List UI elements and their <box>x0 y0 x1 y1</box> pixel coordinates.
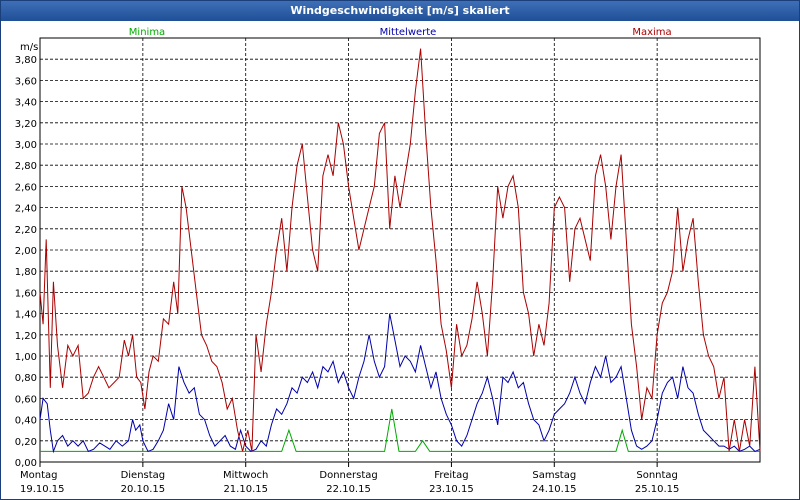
y-tick-label: 1,80 <box>15 267 37 278</box>
grid-lines <box>39 37 761 463</box>
legend: Minima Mittelwerte Maxima <box>129 27 672 38</box>
window-title: Windgeschwindigkeit [m/s] skaliert <box>1 1 799 21</box>
legend-minima: Minima <box>129 27 165 38</box>
x-tick-date: 25.10.15 <box>635 484 680 495</box>
x-tick-date: 20.10.15 <box>121 484 166 495</box>
x-axis-ticks: Montag 19.10.15 Dienstag 20.10.15 Mittwoch 21… <box>20 462 679 495</box>
series-line-maxima <box>39 48 761 452</box>
series-line-minima <box>40 408 760 452</box>
x-tick-date: 22.10.15 <box>326 484 371 495</box>
y-tick-label: 0,80 <box>15 373 37 384</box>
y-tick-label: 2,20 <box>15 225 37 236</box>
y-tick-label: 3,60 <box>15 76 37 87</box>
x-tick-day: Dienstag <box>121 470 166 481</box>
x-tick-date: 19.10.15 <box>20 484 65 495</box>
x-tick-day: Freitag <box>434 470 468 481</box>
y-tick-label: 3,40 <box>15 98 37 109</box>
y-tick-label: 1,60 <box>15 288 37 299</box>
x-tick-day: Sonntag <box>636 470 678 481</box>
y-tick-label: 2,40 <box>15 204 37 215</box>
y-tick-label: 1,00 <box>15 352 37 363</box>
x-tick-day: Mittwoch <box>223 470 268 481</box>
y-tick-label: 3,00 <box>15 140 37 151</box>
y-tick-label: 0,20 <box>15 437 37 448</box>
legend-maxima: Maxima <box>632 27 671 38</box>
y-tick-label: 2,60 <box>15 182 37 193</box>
y-tick-label: 0,00 <box>15 458 37 469</box>
x-tick-day: Samstag <box>532 470 576 481</box>
x-tick-date: 21.10.15 <box>223 484 268 495</box>
y-axis-ticks: 0,00 0,20 0,40 0,60 0,80 1,00 1,20 1,40 1,60 1,80… <box>15 55 37 469</box>
x-tick-day: Donnerstag <box>319 470 377 481</box>
y-tick-label: 0,60 <box>15 394 37 405</box>
y-tick-label: 0,40 <box>15 416 37 427</box>
y-tick-label: 1,20 <box>15 331 37 342</box>
series-line-mittelwerte <box>39 313 761 454</box>
y-tick-label: 3,20 <box>15 119 37 130</box>
y-tick-label: 2,80 <box>15 161 37 172</box>
y-tick-label: 1,40 <box>15 310 37 321</box>
x-tick-date: 24.10.15 <box>532 484 577 495</box>
series-lines <box>39 48 761 454</box>
x-tick-day: Montag <box>20 470 57 481</box>
y-tick-label: 3,80 <box>15 55 37 66</box>
y-axis-label: m/s <box>20 42 38 53</box>
wind-speed-chart: 0,00 0,20 0,40 0,60 0,80 1,00 1,20 1,40 1,60 1,80… <box>15 27 761 495</box>
y-tick-label: 2,00 <box>15 246 37 257</box>
x-tick-date: 23.10.15 <box>429 484 474 495</box>
legend-mittelwerte: Mittelwerte <box>380 27 437 38</box>
